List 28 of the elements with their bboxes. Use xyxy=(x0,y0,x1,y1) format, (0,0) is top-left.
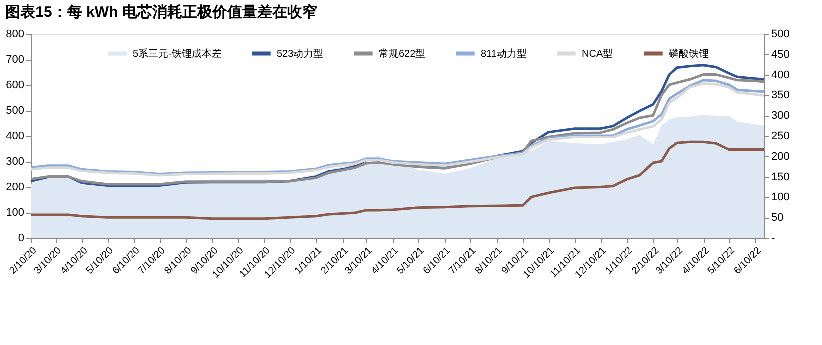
legend-label: NCA型 xyxy=(582,48,614,60)
chart-title: 图表15：每 kWh 电芯消耗正极价值量差在收窄 xyxy=(6,3,318,21)
y-tick-label: 500 xyxy=(6,105,24,117)
legend-label: 磷酸铁锂 xyxy=(668,48,709,60)
y-tick-label: 100 xyxy=(6,207,24,219)
y-tick-label: 400 xyxy=(6,130,24,142)
y2-tick-label: 100 xyxy=(772,192,790,204)
y-tick-label: 800 xyxy=(6,28,24,40)
y2-tick-label: 350 xyxy=(772,90,790,102)
line-series xyxy=(30,140,766,220)
legend-label: 常规622型 xyxy=(379,48,426,60)
y2-tick-label: 500 xyxy=(772,28,790,40)
legend-label: 811动力型 xyxy=(481,48,527,60)
y-tick-label: 200 xyxy=(6,182,24,194)
legend-label: 523动力型 xyxy=(277,48,324,60)
y2-tick-label: 250 xyxy=(772,130,790,142)
y-tick-label: 0 xyxy=(18,232,24,244)
y2-tick-label: - xyxy=(772,232,776,244)
y-tick-label: 600 xyxy=(6,80,24,92)
legend-label: 5系三元-铁锂成本差 xyxy=(133,48,222,60)
y-tick-label: 700 xyxy=(6,54,24,66)
y2-tick-label: 150 xyxy=(772,171,790,184)
y2-tick-label: 300 xyxy=(772,110,790,122)
y2-tick-label: 400 xyxy=(772,69,790,82)
y2-tick-label: 50 xyxy=(772,212,784,224)
y2-tick-label: 200 xyxy=(772,150,790,163)
y-tick-label: 300 xyxy=(6,156,24,168)
y2-tick-label: 450 xyxy=(772,48,790,61)
